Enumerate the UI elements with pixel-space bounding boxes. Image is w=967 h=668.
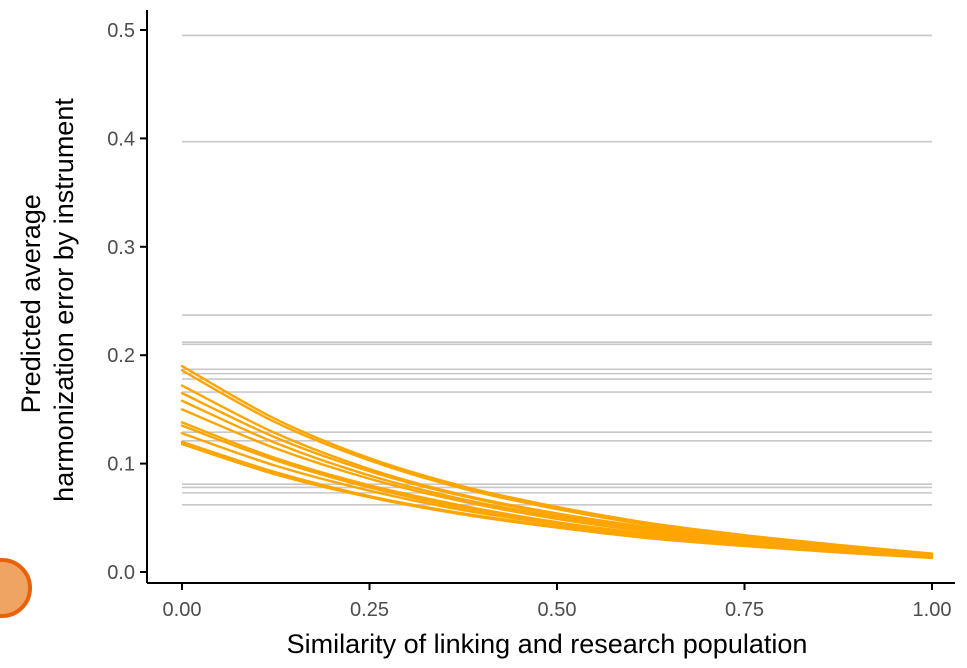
- series-line-8: [180, 432, 934, 559]
- y-tick-label: 0.3: [107, 237, 135, 259]
- y-tick-label: 0.1: [107, 454, 135, 476]
- y-axis-title-line-1: Predicted average: [16, 194, 46, 413]
- reference-lines: [182, 34, 932, 506]
- series-line-9: [180, 440, 934, 559]
- x-tick-label: 1.00: [913, 599, 952, 621]
- y-tick-label: 0.4: [107, 128, 135, 150]
- x-tick-label: 0.25: [350, 599, 389, 621]
- y-axis-title-line-2: harmonization error by instrument: [49, 98, 79, 502]
- y-axis-ticks: 0.0 0.1 0.2 0.3 0.4 0.5: [107, 20, 147, 584]
- y-tick-label: 0.2: [107, 345, 135, 367]
- y-tick-label: 0.5: [107, 20, 135, 42]
- series-line-0: [180, 364, 934, 555]
- series-line-10: [180, 442, 934, 560]
- series-line-3: [180, 391, 934, 557]
- x-tick-label: 0.00: [163, 599, 202, 621]
- x-tick-label: 0.75: [725, 599, 764, 621]
- x-tick-label: 0.50: [538, 599, 577, 621]
- curve-series: [180, 364, 934, 560]
- x-axis-ticks: 0.00 0.25 0.50 0.75 1.00: [163, 583, 952, 621]
- y-axis-title: Predicted average harmonization error by…: [16, 98, 79, 502]
- y-tick-label: 0.0: [107, 562, 135, 584]
- x-axis-title: Similarity of linking and research popul…: [287, 629, 808, 659]
